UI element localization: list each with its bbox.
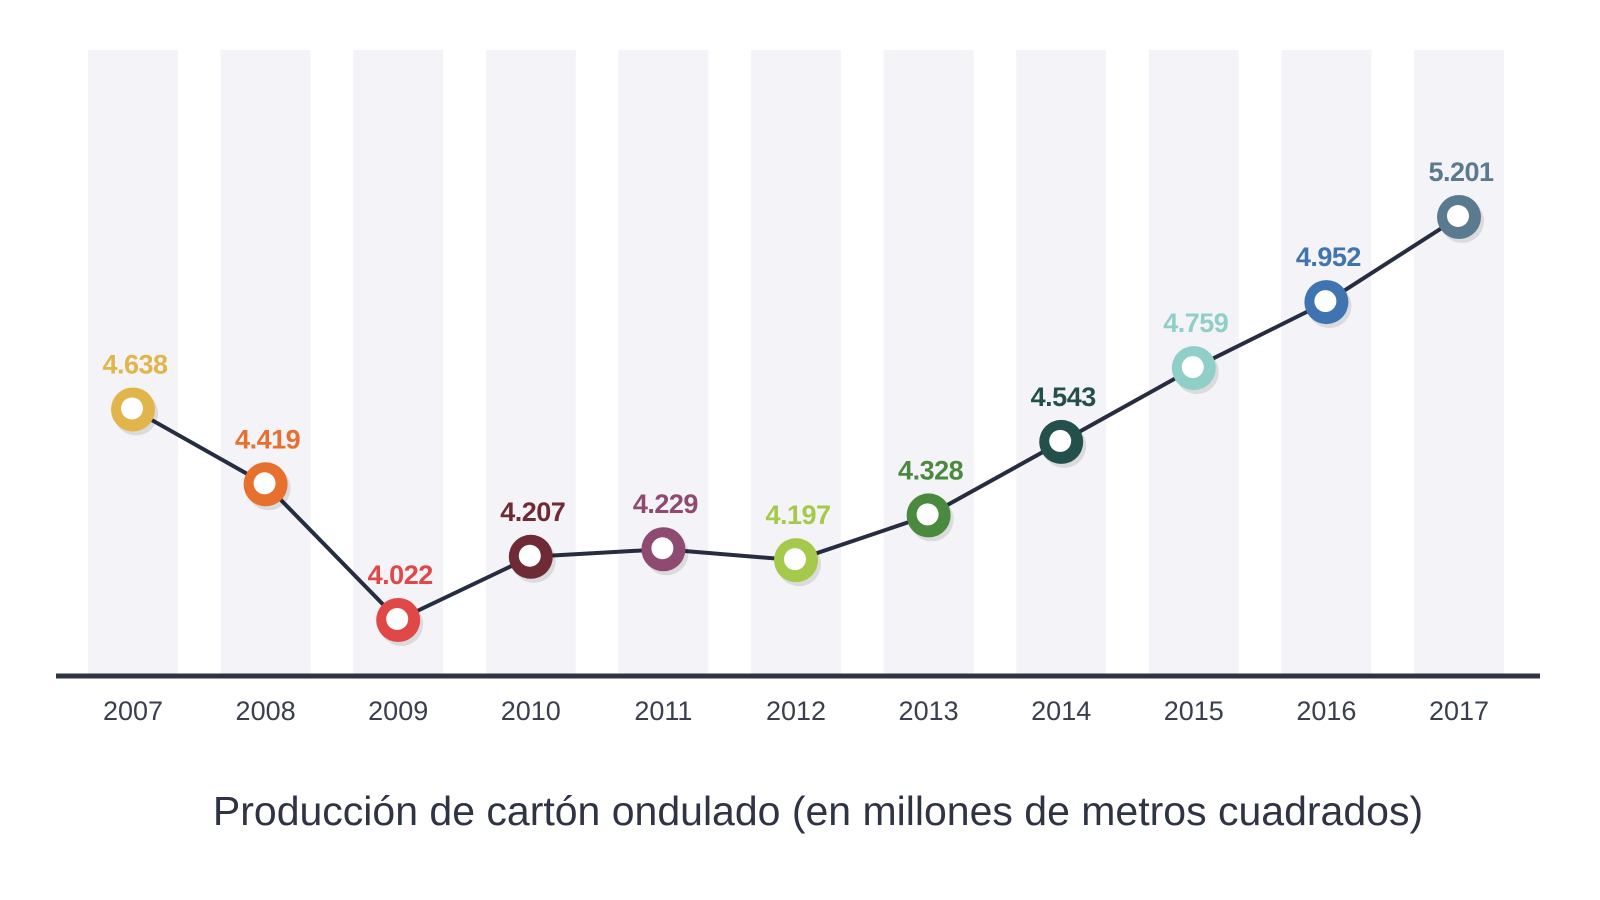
value-label-2009: 4.022 bbox=[368, 560, 433, 590]
x-tick-label-2007: 2007 bbox=[103, 696, 163, 726]
column-band-2017 bbox=[1414, 50, 1504, 674]
data-point-center bbox=[784, 548, 806, 571]
x-tick-label-2016: 2016 bbox=[1296, 696, 1356, 726]
column-band-2013 bbox=[883, 50, 974, 674]
value-label-2015: 4.759 bbox=[1163, 308, 1229, 338]
data-point-center bbox=[253, 472, 276, 495]
data-point-2014 bbox=[1039, 419, 1087, 468]
value-label-2010: 4.207 bbox=[500, 497, 565, 527]
x-tick-label-2010: 2010 bbox=[501, 696, 561, 726]
x-tick-label-2013: 2013 bbox=[899, 696, 959, 726]
data-point-center bbox=[386, 608, 409, 630]
value-label-2016: 4.952 bbox=[1296, 242, 1361, 272]
data-point-center bbox=[1314, 290, 1337, 313]
value-label-2007: 4.638 bbox=[102, 349, 168, 379]
data-point-2012 bbox=[774, 538, 821, 587]
x-tick-label-2012: 2012 bbox=[766, 696, 826, 726]
x-tick-label-2008: 2008 bbox=[236, 696, 296, 726]
value-labels: 4.638 4.419 4.022 4.207 4.229 4.197 4.328 4.543… bbox=[102, 157, 1494, 590]
chart-caption: Producción de cartón ondulado (en millon… bbox=[213, 788, 1423, 834]
value-label-2014: 4.543 bbox=[1031, 382, 1097, 412]
x-tick-label-2011: 2011 bbox=[634, 696, 692, 726]
data-point-center bbox=[518, 544, 541, 567]
data-point-center bbox=[916, 503, 939, 526]
data-point-center bbox=[1447, 205, 1469, 227]
data-point-2011 bbox=[641, 527, 689, 576]
data-point-center bbox=[1049, 429, 1072, 452]
data-point-center bbox=[651, 537, 674, 560]
data-points bbox=[111, 195, 1484, 646]
data-point-2008 bbox=[243, 462, 291, 511]
value-label-2011: 4.229 bbox=[633, 489, 699, 519]
data-point-2016 bbox=[1304, 280, 1352, 329]
data-point-2009 bbox=[376, 598, 424, 646]
data-point-2017 bbox=[1437, 195, 1484, 243]
column-band-2014 bbox=[1016, 50, 1107, 674]
column-band-2016 bbox=[1281, 50, 1372, 674]
column-band-2007 bbox=[88, 50, 178, 674]
column-band-2009 bbox=[353, 50, 444, 674]
column-band-2011 bbox=[618, 50, 709, 674]
x-tick-label-2017: 2017 bbox=[1429, 696, 1489, 726]
value-label-2012: 4.197 bbox=[765, 500, 830, 530]
data-point-center bbox=[1181, 356, 1204, 379]
data-point-2013 bbox=[906, 493, 954, 542]
data-point-center bbox=[121, 397, 143, 420]
x-tick-label-2014: 2014 bbox=[1031, 696, 1091, 726]
data-point-2007 bbox=[111, 387, 158, 436]
x-tick-label-2009: 2009 bbox=[368, 696, 428, 726]
value-label-2008: 4.419 bbox=[235, 424, 301, 454]
x-tick-labels: 2007 2008 2009 2010 2011 2012 2013 2014 2015 2016… bbox=[103, 696, 1489, 726]
data-point-2015 bbox=[1171, 346, 1219, 395]
value-label-2013: 4.328 bbox=[898, 455, 964, 485]
column-band-2008 bbox=[220, 50, 311, 674]
value-label-2017: 5.201 bbox=[1428, 157, 1494, 187]
x-tick-label-2015: 2015 bbox=[1164, 696, 1224, 726]
data-point-2010 bbox=[508, 534, 556, 583]
